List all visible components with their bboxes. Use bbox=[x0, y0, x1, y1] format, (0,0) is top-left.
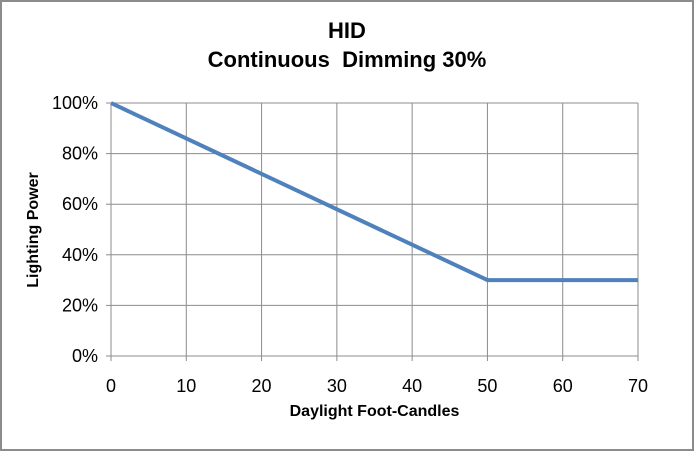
x-tick-label: 0 bbox=[106, 376, 116, 396]
y-tick-label: 40% bbox=[62, 245, 98, 265]
x-tick-label: 30 bbox=[327, 376, 347, 396]
x-tick-label: 40 bbox=[402, 376, 422, 396]
x-tick-label: 20 bbox=[252, 376, 272, 396]
x-tick-label: 50 bbox=[477, 376, 497, 396]
series-line bbox=[110, 101, 638, 283]
y-tick-label: 0% bbox=[72, 346, 98, 366]
y-tick-label: 80% bbox=[62, 144, 98, 164]
x-tick-label: 60 bbox=[553, 376, 573, 396]
chart-title-line2: Continuous Dimming 30% bbox=[207, 47, 487, 72]
x-axis-title: Daylight Foot-Candles bbox=[289, 403, 460, 420]
x-tick-label: 10 bbox=[176, 376, 196, 396]
chart-title-line1: HID bbox=[328, 18, 366, 43]
y-tick-label: 60% bbox=[62, 194, 98, 214]
y-tick-label: 20% bbox=[62, 295, 98, 315]
y-tick-label: 100% bbox=[52, 93, 98, 113]
chart-title: HID Continuous Dimming 30% bbox=[2, 16, 692, 74]
x-tick-label: 70 bbox=[628, 376, 648, 396]
